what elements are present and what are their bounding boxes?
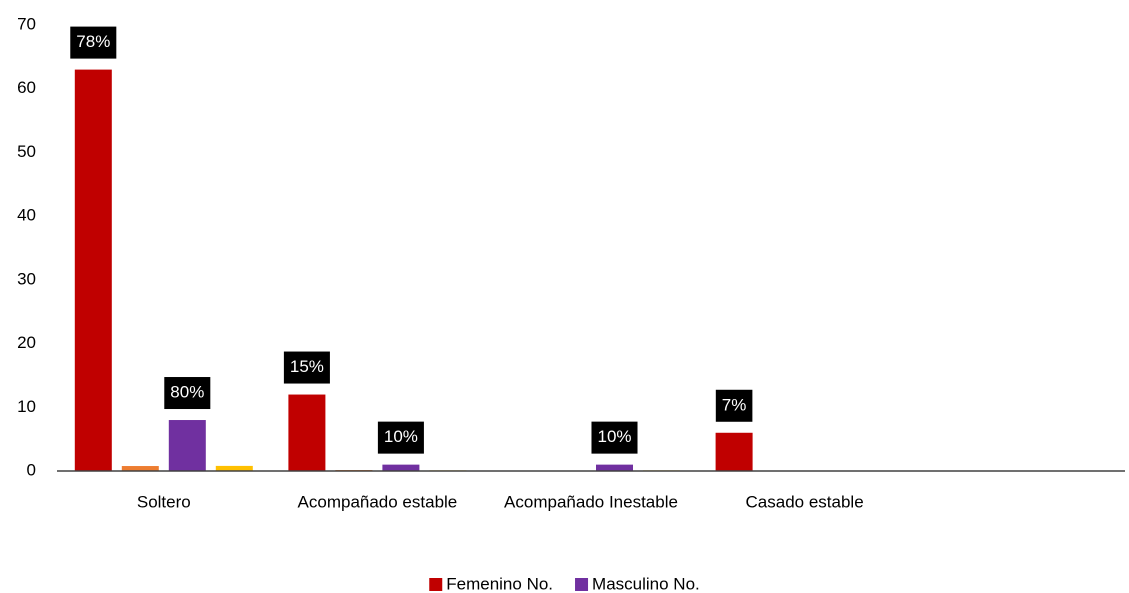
data-label: 10% [377,421,424,454]
legend: Femenino No. Masculino No. [429,574,700,593]
data-label-text: 10% [597,427,631,446]
data-label-box [377,421,424,454]
y-tick-label: 0 [27,460,36,479]
data-label: 10% [591,421,638,454]
bar [168,420,206,471]
data-label-box [70,26,117,59]
bar [288,394,326,471]
bar [121,466,159,471]
y-tick-label: 70 [17,14,36,33]
bar [715,432,753,471]
x-tick-label: Acompañado Inestable [504,492,678,511]
y-tick-label: 40 [17,206,36,225]
y-tick-label: 20 [17,333,36,352]
bar [215,465,253,471]
data-label-text: 80% [170,383,204,402]
legend-label: Masculino No. [592,574,700,593]
y-tick-label: 10 [17,397,36,416]
y-tick-label: 60 [17,78,36,97]
legend-label: Femenino No. [446,574,553,593]
data-label-box [283,351,330,384]
x-tick-label: Casado estable [746,492,864,511]
data-label-box [715,389,753,422]
data-label-text: 78% [76,32,110,51]
x-tick-label: Acompañado estable [298,492,458,511]
data-label-text: 10% [384,427,418,446]
data-label: 78% [70,26,117,59]
bar [382,464,420,471]
x-tick-label: Soltero [137,492,191,511]
bar [74,69,112,471]
data-label: 80% [164,377,211,410]
data-label-box [164,377,211,410]
y-tick-label: 50 [17,142,36,161]
data-label: 7% [715,389,753,422]
y-tick-label: 30 [17,269,36,288]
data-label-text: 15% [290,357,324,376]
legend-swatch [429,578,443,591]
bar [596,464,633,471]
legend-swatch [575,578,589,591]
data-label-text: 7% [722,395,747,414]
data-label: 15% [283,351,330,384]
data-label-box [591,421,638,454]
